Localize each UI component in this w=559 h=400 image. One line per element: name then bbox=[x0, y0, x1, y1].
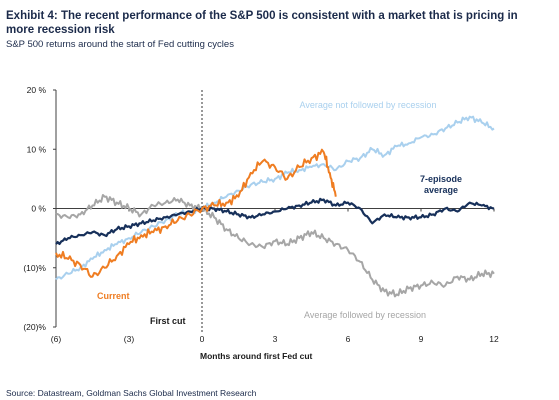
label-seven-episode-line1: 7-episode bbox=[420, 174, 462, 184]
x-tick-label: 0 bbox=[200, 334, 205, 344]
x-axis-title: Months around first Fed cut bbox=[200, 351, 313, 361]
series-line-current bbox=[55, 148, 337, 278]
x-tick-label: 9 bbox=[419, 334, 424, 344]
label-current: Current bbox=[97, 291, 130, 301]
series-line-avg-recession bbox=[55, 194, 495, 298]
y-tick-label: 10 % bbox=[27, 144, 47, 154]
y-axis: 20 % 10 % 0 % (10)% (20)% bbox=[23, 85, 57, 332]
y-tick-label: 0 % bbox=[31, 204, 46, 214]
exhibit-title: Exhibit 4: The recent performance of the… bbox=[6, 10, 518, 36]
label-avg-recession: Average followed by recession bbox=[304, 310, 426, 320]
series-line-seven-episode bbox=[55, 197, 495, 246]
y-tick-label: (20)% bbox=[23, 322, 46, 332]
label-seven-episode-line2: average bbox=[424, 185, 458, 195]
y-tick-label: 20 % bbox=[27, 85, 47, 95]
x-tick-label: 6 bbox=[346, 334, 351, 344]
x-tick-label: (6) bbox=[51, 334, 62, 344]
series-line-avg-not-recession bbox=[55, 115, 495, 281]
label-avg-not-recession: Average not followed by recession bbox=[300, 100, 437, 110]
x-tick-label: 3 bbox=[273, 334, 278, 344]
source-note: Source: Datastream, Goldman Sachs Global… bbox=[6, 388, 257, 398]
y-tick-label: (10)% bbox=[23, 263, 46, 273]
exhibit-subtitle: S&P 500 returns around the start of Fed … bbox=[6, 39, 234, 50]
x-tick-label: (3) bbox=[124, 334, 135, 344]
x-tick-label: 12 bbox=[489, 334, 499, 344]
label-first-cut: First cut bbox=[150, 316, 186, 326]
